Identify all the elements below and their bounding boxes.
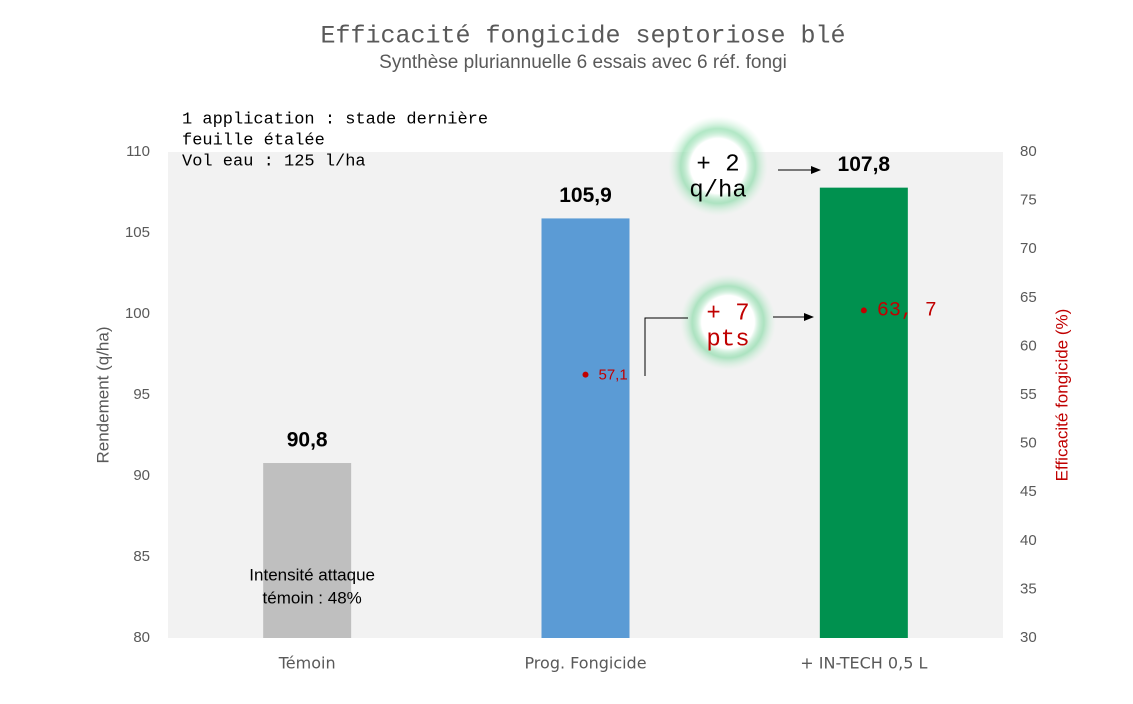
data-point [582,371,589,378]
x-tick-label: + IN-TECH 0,5 L [800,654,927,673]
y2-tick-label: 65 [1020,289,1037,306]
y-tick-label: 95 [133,386,150,403]
y-axis-label: Rendement (q/ha) [93,326,112,463]
glow [680,274,776,370]
annotation: + 2 [696,151,739,178]
y2-tick-label: 30 [1020,629,1037,646]
y2-tick-label: 80 [1020,143,1037,160]
data-label: 90,8 [287,429,328,452]
y-tick-label: 100 [125,305,150,322]
y-tick-label: 105 [125,224,150,241]
y-tick-label: 85 [133,548,150,565]
bar [263,463,352,638]
data-point [860,307,867,314]
data-label: 107,8 [838,153,891,176]
annotation: + 7 [706,300,749,327]
data-label: 63, 7 [877,300,937,323]
annotation: 1 application : stade dernière [182,110,488,129]
annotation: feuille étalée [182,131,325,150]
y-tick-label: 80 [133,629,150,646]
y2-tick-label: 70 [1020,240,1037,257]
x-tick-label: Prog. Fongicide [524,654,646,673]
chart-title: Efficacité fongicide septoriose blé [320,22,845,51]
y2-tick-label: 75 [1020,192,1037,209]
glow [668,116,768,216]
x-tick-label: Témoin [278,654,336,673]
bar [819,187,908,638]
y2-tick-label: 50 [1020,435,1037,452]
y2-tick-label: 45 [1020,483,1037,500]
y2-axis-label: Efficacité fongicide (%) [1052,309,1071,482]
y2-tick-label: 35 [1020,580,1037,597]
y2-tick-label: 40 [1020,532,1037,549]
connector [644,317,688,376]
annotation: Vol eau : 125 l/ha [182,152,366,171]
data-label: 105,9 [559,184,612,207]
y-tick-label: 90 [133,467,150,484]
data-label: 57,1 [599,367,628,384]
annotation: Intensité attaque [249,565,375,584]
annotation: q/ha [689,177,747,204]
chart-subtitle: Synthèse pluriannuelle 6 essais avec 6 r… [379,52,787,73]
annotation: pts [706,326,749,353]
y2-tick-label: 60 [1020,337,1037,354]
y-tick-label: 110 [126,143,150,160]
annotation: témoin : 48% [263,588,362,607]
y2-tick-label: 55 [1020,386,1037,403]
bar [541,218,630,639]
